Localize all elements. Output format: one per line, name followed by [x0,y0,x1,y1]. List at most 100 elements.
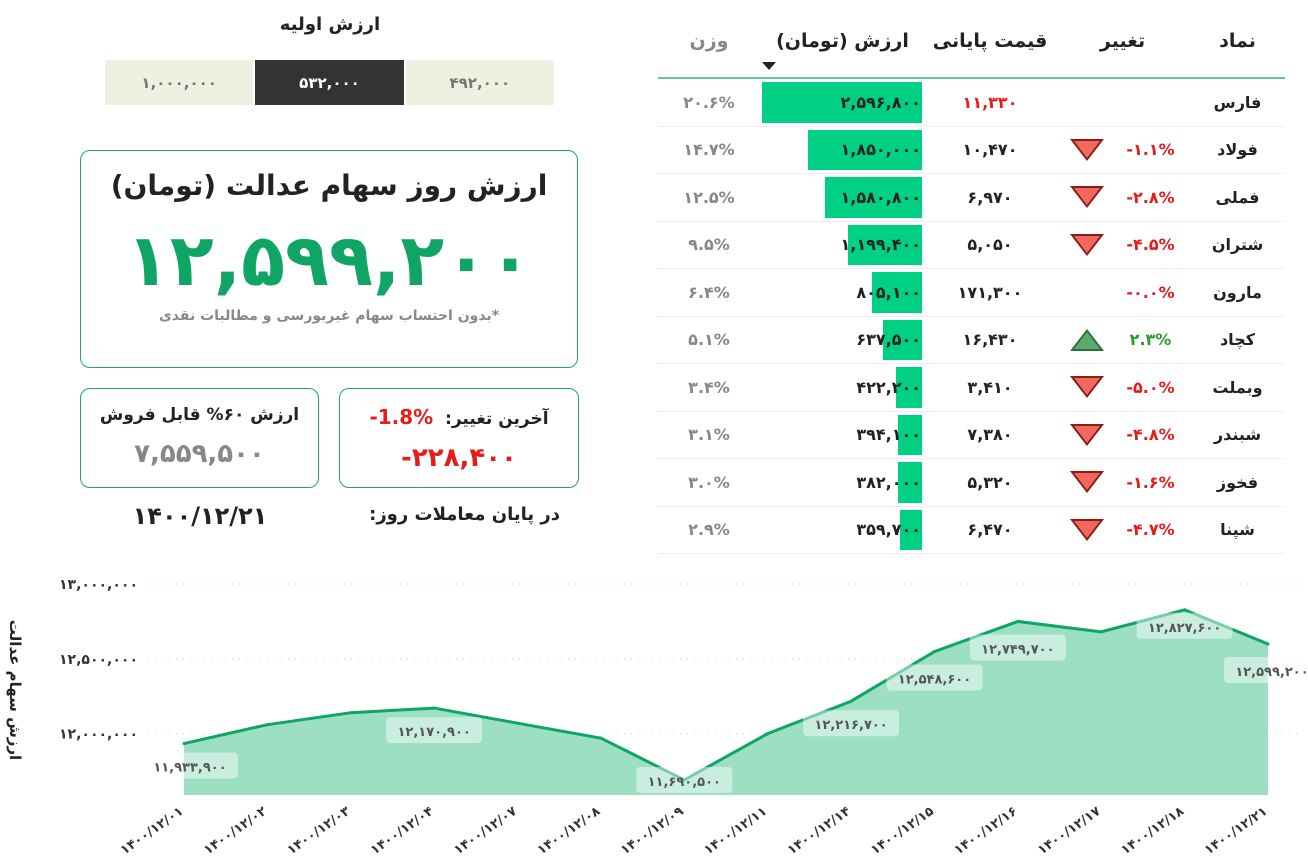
initial-value-option[interactable]: ۱,۰۰۰,۰۰۰ [105,60,254,105]
x-tick-label: ۱۴۰۰/۱۲/۰۹ [618,804,686,858]
cell-value: ۴۲۲,۲۰۰ [856,377,921,397]
cell-change: -۱.۱% [1126,140,1175,160]
value-bar [872,272,922,313]
table-row[interactable]: فخوز -۱.۶% ۵,۳۲۰ ۳۸۲,۰۰۰ ۳.۰% [658,459,1285,507]
cell-symbol[interactable]: فخوز [1216,472,1259,492]
cell-symbol[interactable]: کچاد [1219,330,1256,350]
x-tick-label: ۱۴۰۰/۱۲/۰۱ [118,804,186,858]
data-point [1099,630,1103,634]
cell-value: ۶۳۷,۵۰۰ [856,330,921,350]
value-bar [897,414,922,455]
value-bar [848,224,922,265]
x-tick-label: ۱۴۰۰/۱۲/۲۱ [1202,804,1270,858]
data-label-bg [142,752,238,779]
cell-value: ۱,۱۹۹,۴۰۰ [840,235,921,255]
sort-desc-icon[interactable] [762,62,776,70]
initial-value-selector[interactable]: ۱,۰۰۰,۰۰۰ ۵۳۲,۰۰۰ ۴۹۲,۰۰۰ [105,60,554,105]
data-label: ۱۲,۸۲۷,۶۰۰ [1148,621,1221,636]
data-label: ۱۲,۱۷۰,۹۰۰ [397,725,470,740]
cell-weight: ۳.۱% [688,425,730,445]
cell-weight: ۵.۱% [688,330,730,350]
data-label: ۱۲,۵۴۸,۶۰۰ [898,673,971,688]
data-point [599,736,603,740]
cell-weight: ۱۲.۵% [683,187,735,207]
table-row[interactable]: مارون -۰.۰% ۱۷۱,۳۰۰ ۸۰۵,۱۰۰ ۶.۴% [658,269,1285,317]
cell-change: -۲.۸% [1126,187,1175,207]
value-bar [808,129,922,170]
header-value[interactable]: ارزش (تومان) [776,30,909,52]
header-symbol[interactable]: نماد [1219,30,1256,52]
sellable-value: ۷,۵۵۹,۵۰۰ [134,439,265,469]
cell-symbol[interactable]: وبملت [1212,377,1263,397]
triangle-down-icon [1069,423,1104,446]
area-fill [184,609,1268,795]
x-tick-label: ۱۴۰۰/۱۲/۰۲ [201,804,269,858]
triangle-down-icon [1069,186,1104,209]
value-bar [898,462,922,503]
table-row[interactable]: فملی -۲.۸% ۶,۹۷۰ ۱,۵۸۰,۸۰۰ ۱۲.۵% [658,174,1285,222]
value-history-chart: ۱۲,۰۰۰,۰۰۰ ۱۲,۵۰۰,۰۰۰ ۱۳,۰۰۰,۰۰۰ ارزش سهام … [6,577,1308,858]
header-change[interactable]: تغییر [1099,30,1146,52]
cell-weight: ۶.۴% [688,282,730,302]
x-tick-label: ۱۴۰۰/۱۲/۱۴ [785,804,853,858]
cell-value: ۱,۵۸۰,۸۰۰ [840,187,921,207]
cell-change: -۵.۰% [1126,377,1175,397]
table-row[interactable]: وبملت -۵.۰% ۳,۴۱۰ ۴۲۲,۲۰۰ ۳.۴% [658,364,1285,412]
value-bar [762,82,922,123]
table-row[interactable]: فولاد -۱.۱% ۱۰,۴۷۰ ۱,۸۵۰,۰۰۰ ۱۴.۷% [658,127,1285,174]
triangle-down-icon [1069,233,1104,256]
x-tick-label: ۱۴۰۰/۱۲/۱۱ [702,804,770,858]
table-row[interactable]: کچاد ۲.۳% ۱۶,۴۳۰ ۶۳۷,۵۰۰ ۵.۱% [658,317,1285,364]
cell-weight: ۳.۴% [688,377,730,397]
table-row[interactable]: فارس ۱۱,۳۳۰ ۲,۵۹۶,۸۰۰ ۲۰.۶% [658,79,1285,127]
data-label: ۱۲,۲۱۶,۷۰۰ [814,718,887,733]
data-label-bg [1136,612,1233,639]
cell-symbol[interactable]: شبندر [1213,425,1262,445]
cell-price: ۵,۳۲۰ [967,472,1013,492]
daily-value: ۱۲,۵۹۹,۲۰۰ [125,218,533,302]
y-tick-label: ۱۲,۰۰۰,۰۰۰ [59,727,138,743]
x-tick-label: ۱۴۰۰/۱۲/۱۸ [1119,804,1187,858]
header-price[interactable]: قیمت پایانی [932,30,1048,52]
cell-change: -۴.۵% [1126,235,1175,255]
cell-symbol[interactable]: فولاد [1217,140,1258,160]
daily-value-title: ارزش روز سهام عدالت (تومان) [110,169,548,202]
data-label: ۱۱,۹۳۳,۹۰۰ [153,761,226,776]
cell-price: ۱۰,۴۷۰ [962,140,1018,160]
table-row[interactable]: شبندر -۴.۸% ۷,۳۸۰ ۳۹۴,۱۰۰ ۳.۱% [658,412,1285,459]
initial-value-option-selected[interactable]: ۵۳۲,۰۰۰ [255,60,404,105]
data-point [682,778,686,782]
cell-symbol[interactable]: شپنا [1220,520,1255,540]
cell-symbol[interactable]: مارون [1213,282,1262,302]
cell-value: ۲,۵۹۶,۸۰۰ [840,92,921,112]
cell-value: ۱,۸۵۰,۰۰۰ [840,140,921,160]
last-change-card: آخرین تغییر: -1.8% -۲۲۸,۴۰۰ [339,388,579,488]
cell-symbol[interactable]: فملی [1215,187,1260,207]
initial-value-option[interactable]: ۴۹۲,۰۰۰ [405,60,554,105]
x-tick-label: ۱۴۰۰/۱۲/۱۵ [868,804,936,858]
data-point [265,723,269,727]
cell-symbol[interactable]: فارس [1213,92,1262,112]
cell-symbol[interactable]: شتران [1211,235,1264,255]
x-tick-label: ۱۴۰۰/۱۲/۱۷ [1035,804,1103,858]
table-header: نماد تغییر قیمت پایانی ارزش (تومان) وزن [658,0,1285,79]
last-change-value: -۲۲۸,۴۰۰ [401,443,517,473]
cell-weight: ۲.۹% [688,520,730,540]
table-row[interactable]: شتران -۴.۵% ۵,۰۵۰ ۱,۱۹۹,۴۰۰ ۹.۵% [658,222,1285,269]
triangle-down-icon [1069,471,1104,494]
data-label: ۱۱,۶۹۰,۵۰۰ [648,775,721,790]
cell-change: ۲.۳% [1129,330,1172,350]
header-weight[interactable]: وزن [689,30,729,52]
last-change-percent: -1.8% [369,405,434,429]
daily-value-card: ارزش روز سهام عدالت (تومان) ۱۲,۵۹۹,۲۰۰ *… [80,150,578,368]
value-bar [896,367,922,408]
table-row[interactable]: شپنا -۴.۷% ۶,۴۷۰ ۳۵۹,۷۰۰ ۲.۹% [658,507,1285,554]
cell-value: ۳۹۴,۱۰۰ [856,425,921,445]
x-tick-label: ۱۴۰۰/۱۲/۰۷ [451,804,519,858]
cell-price: ۱۶,۴۳۰ [962,330,1018,350]
data-label-bg [803,710,900,737]
y-tick-label: ۱۲,۵۰۰,۰۰۰ [59,652,138,668]
data-point [432,706,436,710]
value-bar [824,177,922,218]
date-label: در پایان معاملات روز: [369,504,560,525]
